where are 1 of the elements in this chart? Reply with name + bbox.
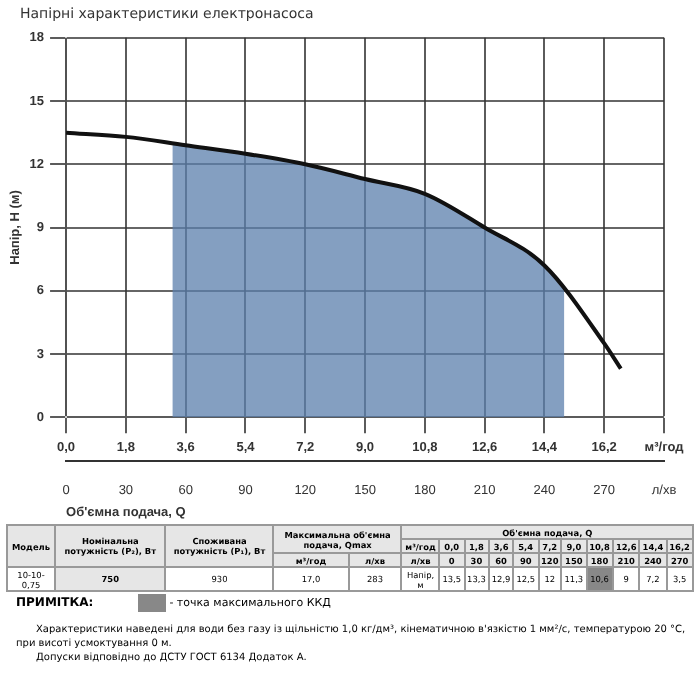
line-series	[66, 130, 623, 371]
